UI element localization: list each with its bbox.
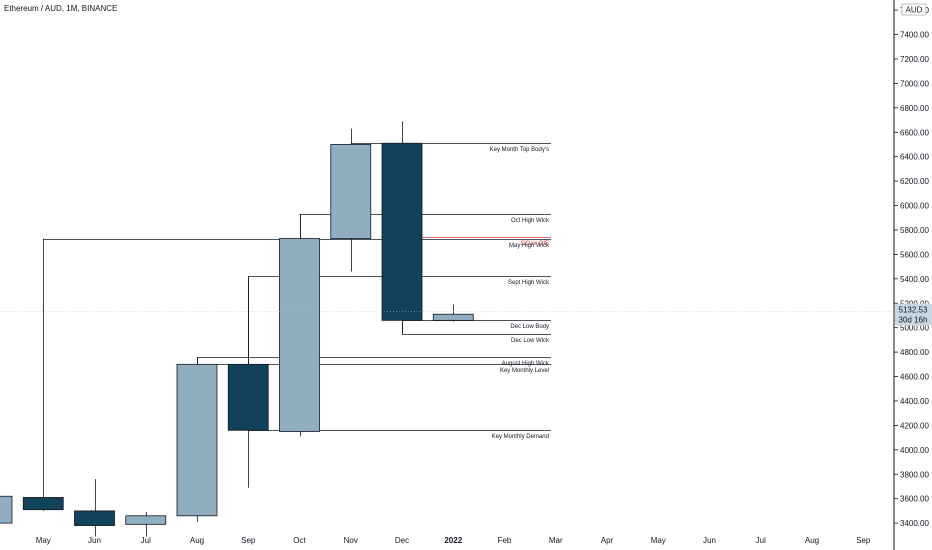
candle-jun[interactable] bbox=[74, 479, 115, 537]
level-label: Key Month Top Body's bbox=[490, 147, 549, 153]
time-tick-label: May bbox=[36, 536, 51, 545]
time-tick-label: Aug bbox=[805, 536, 819, 545]
candle-nov[interactable] bbox=[330, 128, 372, 272]
candle-body bbox=[432, 313, 474, 321]
time-tick-label: Sep bbox=[856, 536, 871, 545]
level-label: May High Wick bbox=[509, 243, 550, 249]
candle-body bbox=[74, 510, 115, 526]
candle-body bbox=[227, 363, 269, 431]
time-tick-label: Dec bbox=[395, 536, 409, 545]
time-tick-label: Mar bbox=[549, 536, 563, 545]
level-label: August High Wick bbox=[502, 361, 550, 367]
candle-sep[interactable] bbox=[227, 276, 269, 488]
price-tick-label: 5000.00 bbox=[900, 324, 929, 333]
time-tick-label: Aug bbox=[190, 536, 204, 545]
time-tick-label: Jun bbox=[88, 536, 101, 545]
price-tick-label: 6600.00 bbox=[900, 128, 929, 137]
chart-title: Ethereum / AUD, 1M, BINANCE bbox=[4, 4, 118, 13]
price-tick-label: 6800.00 bbox=[900, 104, 929, 113]
time-tick-label: Nov bbox=[344, 536, 358, 545]
price-tick-label: 3400.00 bbox=[900, 519, 929, 528]
price-tick-label: 3600.00 bbox=[900, 495, 929, 504]
level-label: Oct High Wick bbox=[511, 218, 550, 224]
candle-body bbox=[381, 142, 423, 321]
level-label: Sept High Wick bbox=[508, 280, 550, 286]
last-price-tag: 5132.53 30d 16h bbox=[895, 303, 932, 326]
time-tick-label: May bbox=[651, 536, 666, 545]
level-label: OO or OIE bbox=[521, 241, 549, 247]
candle-body bbox=[125, 515, 167, 525]
price-tick-label: 4200.00 bbox=[900, 421, 929, 430]
time-tick-label: Apr bbox=[601, 536, 614, 545]
candle-2022[interactable] bbox=[432, 304, 474, 322]
candles bbox=[0, 121, 894, 537]
candle-body bbox=[176, 363, 218, 517]
price-tick-label: 5800.00 bbox=[900, 226, 929, 235]
price-tick-label: 6400.00 bbox=[900, 153, 929, 162]
price-tick-label: 7000.00 bbox=[900, 79, 929, 88]
time-tick-label: Jun bbox=[703, 536, 716, 545]
candle-jul[interactable] bbox=[125, 512, 167, 537]
price-tick-label: 3800.00 bbox=[900, 470, 929, 479]
price-tick-label: 5400.00 bbox=[900, 275, 929, 284]
price-tick-label: 4800.00 bbox=[900, 348, 929, 357]
candle-body bbox=[279, 238, 320, 432]
time-tick-label: 2022 bbox=[444, 536, 462, 545]
candle-body bbox=[0, 495, 13, 524]
candle-oct[interactable] bbox=[279, 214, 320, 437]
level-label: Key Monthly Demand bbox=[492, 434, 549, 440]
price-tick-label: 4600.00 bbox=[900, 373, 929, 382]
price-tick-label: 4400.00 bbox=[900, 397, 929, 406]
candle-may[interactable] bbox=[22, 497, 64, 511]
price-axis[interactable]: 3400.00 3600.00 3800.00 4000.00 4200.00 4400.… bbox=[894, 6, 929, 528]
time-tick-label: Feb bbox=[498, 536, 512, 545]
time-tick-label: Jul bbox=[141, 536, 151, 545]
price-tick-label: 5600.00 bbox=[900, 250, 929, 259]
candle-body bbox=[22, 497, 64, 511]
time-tick-label: Sep bbox=[241, 536, 256, 545]
time-axis[interactable]: May Jun Jul Aug Sep Oct Nov Dec 2022 Feb Mar Apr May… bbox=[36, 536, 871, 545]
candle-dec[interactable] bbox=[381, 121, 423, 334]
price-tick-label: 7200.00 bbox=[900, 55, 929, 64]
price-tick-label: 7400.00 bbox=[900, 31, 929, 40]
price-tick-label: 6000.00 bbox=[900, 202, 929, 211]
currency-badge-text: AUD bbox=[906, 6, 923, 15]
time-tick-label: Oct bbox=[293, 536, 306, 545]
price-tick-label: 6200.00 bbox=[900, 177, 929, 186]
time-tick-label: Jul bbox=[756, 536, 766, 545]
candle-countdown: 30d 16h bbox=[899, 316, 928, 325]
level-label: Key Monthly Level bbox=[500, 368, 549, 374]
level-label: Dec Low Body bbox=[510, 324, 549, 330]
price-tick-label: 4000.00 bbox=[900, 446, 929, 455]
last-price-value: 5132.53 bbox=[899, 306, 928, 315]
currency-badge: AUD bbox=[901, 3, 927, 16]
level-label: Dec Low Wick bbox=[511, 338, 550, 344]
candle-apr[interactable] bbox=[0, 495, 13, 535]
candle-body bbox=[330, 144, 372, 239]
candle-aug[interactable] bbox=[176, 356, 218, 522]
